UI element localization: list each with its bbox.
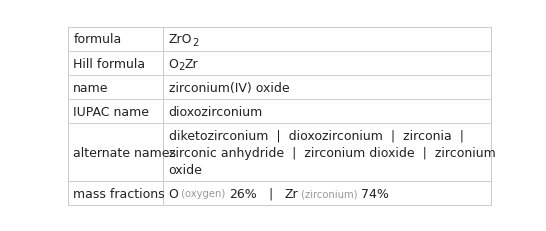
Text: 2: 2 xyxy=(192,38,198,48)
Text: mass fractions: mass fractions xyxy=(73,187,165,200)
Text: diketozirconium  |  dioxozirconium  |  zirconia  |
zirconic anhydride  |  zircon: diketozirconium | dioxozirconium | zirco… xyxy=(169,129,495,176)
Text: ZrO: ZrO xyxy=(169,33,192,46)
Text: alternate names: alternate names xyxy=(73,146,176,159)
Text: O: O xyxy=(169,187,179,200)
Text: zirconium(IV) oxide: zirconium(IV) oxide xyxy=(169,81,289,94)
Text: IUPAC name: IUPAC name xyxy=(73,105,149,118)
Text: Hill formula: Hill formula xyxy=(73,57,145,70)
Text: Zr: Zr xyxy=(285,187,299,200)
Text: 2: 2 xyxy=(179,62,185,72)
Text: (oxygen): (oxygen) xyxy=(179,188,229,199)
Text: name: name xyxy=(73,81,109,94)
Text: dioxozirconium: dioxozirconium xyxy=(169,105,263,118)
Text: (zirconium): (zirconium) xyxy=(299,188,361,199)
Text: formula: formula xyxy=(73,33,122,46)
Text: 26%: 26% xyxy=(229,187,257,200)
Text: |: | xyxy=(257,187,285,200)
Text: Zr: Zr xyxy=(185,57,198,70)
Text: O: O xyxy=(169,57,179,70)
Text: 74%: 74% xyxy=(361,187,389,200)
